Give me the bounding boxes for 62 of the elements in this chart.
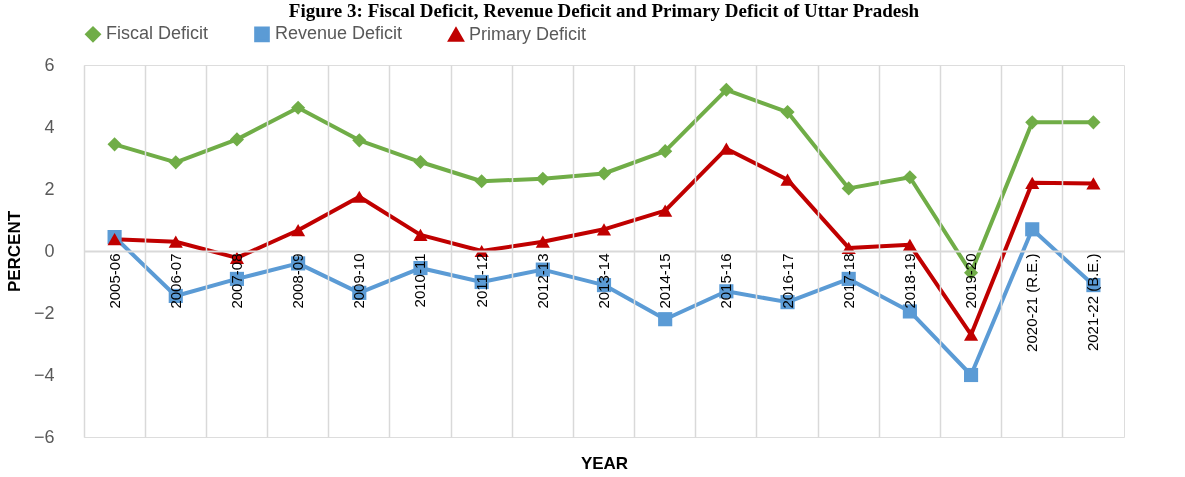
point xyxy=(352,190,367,203)
chart-title: Figure 3: Fiscal Deficit, Revenue Deficit and Primary Deficit of Uttar Pradesh xyxy=(288,0,920,21)
x-tick-label: 2015-16 xyxy=(717,253,735,309)
point xyxy=(658,312,673,327)
point xyxy=(474,174,489,189)
point xyxy=(291,224,306,237)
point xyxy=(596,166,612,181)
x-tick-label: 2018-19 xyxy=(900,253,918,309)
point xyxy=(535,235,550,248)
point xyxy=(902,238,917,251)
point xyxy=(1025,176,1040,189)
point xyxy=(963,328,979,341)
point xyxy=(413,228,428,241)
y-tick-label: 4 xyxy=(44,116,55,137)
x-tick-label: 2021-22 (B.E.) xyxy=(1084,253,1102,352)
legend-label: Primary Deficit xyxy=(469,23,587,44)
x-tick-label: 2010-11 xyxy=(411,253,429,308)
point xyxy=(291,100,306,115)
point xyxy=(413,154,428,170)
y-tick-label: 0 xyxy=(44,240,55,261)
x-tick-label: 2009-10 xyxy=(350,253,368,309)
point xyxy=(229,132,245,147)
x-tick-label: 2019-20 xyxy=(962,253,980,309)
y-tick-label: −4 xyxy=(33,364,55,385)
point xyxy=(168,235,183,248)
point xyxy=(841,181,856,196)
x-tick-label: 2011-12 xyxy=(472,253,490,308)
point xyxy=(1025,222,1040,237)
x-tick-label: 2016-17 xyxy=(778,253,796,309)
point xyxy=(1025,115,1040,130)
point xyxy=(719,142,734,155)
point xyxy=(168,155,183,170)
y-tick-label: −2 xyxy=(33,302,55,323)
legend-label: Fiscal Deficit xyxy=(106,23,209,44)
y-tick-label: −6 xyxy=(33,426,55,447)
y-axis-title: PERCENT xyxy=(4,210,24,293)
x-axis-title: YEAR xyxy=(580,453,629,473)
point xyxy=(780,105,795,120)
x-tick-label: 2020-21 (R.E.) xyxy=(1023,253,1041,352)
point xyxy=(658,204,673,217)
x-tick-label: 2005-06 xyxy=(105,253,123,309)
point xyxy=(352,133,367,148)
legend-label: Revenue Deficit xyxy=(275,23,403,44)
x-tick-label: 2017-18 xyxy=(839,253,857,309)
y-tick-label: 6 xyxy=(44,54,55,75)
x-tick-label: 2008-09 xyxy=(289,253,307,309)
point xyxy=(596,223,612,236)
point xyxy=(963,367,979,383)
point xyxy=(1086,177,1101,190)
x-tick-label: 2013-14 xyxy=(595,253,612,309)
x-tick-label: 2007-08 xyxy=(227,253,245,309)
y-tick-label: 2 xyxy=(44,178,55,199)
point xyxy=(535,171,550,186)
x-tick-label: 2012-13 xyxy=(533,253,551,309)
point xyxy=(780,173,795,186)
point xyxy=(658,144,673,159)
point xyxy=(719,82,734,97)
point xyxy=(107,137,122,152)
x-tick-label: 2014-15 xyxy=(656,253,674,309)
point xyxy=(1086,115,1101,130)
point xyxy=(902,170,917,185)
x-tick-label: 2006-07 xyxy=(166,253,184,309)
